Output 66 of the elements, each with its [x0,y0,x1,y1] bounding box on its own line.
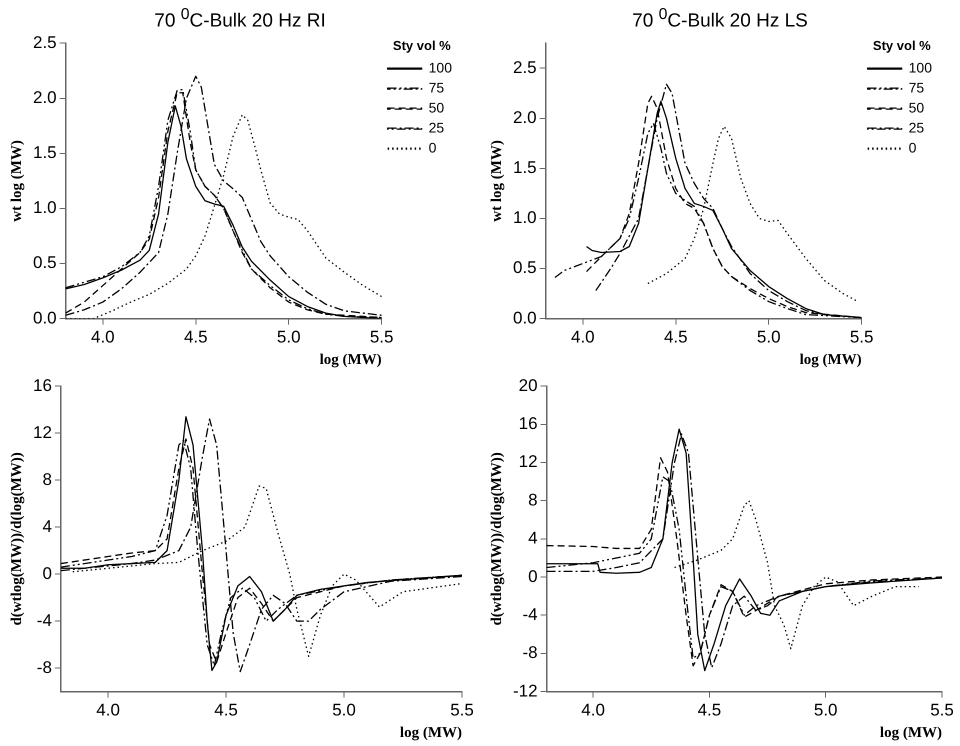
legend-label: 50 [428,99,444,116]
x-tick-label: 5.5 [450,700,474,720]
y-tick-label: 4 [42,516,52,536]
x-tick-label: 4.0 [96,700,120,720]
y-tick-label: -8 [36,658,52,677]
y-tick-label: 16 [518,414,538,434]
y-tick-label: 1.5 [32,143,57,162]
y-axis-title: wt log (MW) [8,140,25,222]
legend-label: 100 [428,59,452,76]
x-axis-title: log (MW) [320,352,382,368]
chart-title: 70 $^{0}$C-Bulk 20 Hz RI [153,5,327,32]
y-tick-label: 20 [518,376,538,395]
y-tick-label: 0.5 [32,253,57,272]
y-tick-label: 16 [32,376,52,395]
y-tick-label: 2.5 [32,32,57,52]
legend-title: Sty vol % [872,38,932,54]
x-axis-title: log (MW) [880,724,942,741]
x-tick-label: 5.5 [370,327,394,346]
y-axis-title: wt log (MW) [488,140,505,222]
x-axis-title: log (MW) [400,724,462,741]
y-tick-label: -12 [512,681,538,700]
y-tick-label: 2.0 [32,88,57,107]
x-tick-label: 5.0 [276,327,301,346]
legend-title: Sty vol % [392,38,452,54]
x-axis-title: log (MW) [800,352,862,368]
y-tick-label: -4 [36,610,52,630]
y-axis-title: d(wtlog(MW))/d(log(MW)) [488,452,505,626]
y-tick-label: 8 [528,490,538,510]
y-tick-label: 1.0 [32,198,57,218]
legend-label: 25 [908,119,924,136]
y-tick-label: 12 [32,422,52,442]
y-tick-label: 2.5 [512,58,537,77]
x-tick-label: 5.0 [756,327,781,346]
legend-label: 75 [908,79,924,96]
legend-label: 50 [908,99,924,116]
y-tick-label: 0 [528,566,538,586]
x-tick-label: 5.0 [332,700,356,720]
x-tick-label: 4.0 [570,327,595,346]
y-tick-label: 8 [42,470,52,489]
x-tick-label: 4.0 [581,700,605,720]
y-tick-label: -4 [522,604,538,624]
y-tick-label: 4 [528,528,538,548]
chart-title: 70 $^{0}$C-Bulk 20 Hz LS [631,5,809,32]
legend-label: 100 [908,59,932,76]
x-tick-label: 5.5 [930,700,954,720]
legend-label: 25 [428,119,444,136]
y-tick-label: -8 [522,643,538,662]
y-tick-label: 0.5 [512,258,537,278]
y-tick-label: 1.5 [512,158,537,178]
legend-label: 0 [908,139,917,156]
x-tick-label: 4.5 [664,327,688,346]
y-tick-label: 2.0 [512,108,537,127]
x-tick-label: 5.0 [814,700,838,720]
legend-label: 0 [428,139,437,156]
x-tick-label: 4.5 [184,327,208,346]
x-tick-label: 4.5 [698,700,722,720]
x-tick-label: 4.0 [90,327,115,346]
legend-label: 75 [428,79,444,96]
y-tick-label: 1.0 [512,208,537,228]
x-tick-label: 4.5 [214,700,238,720]
y-tick-label: 0 [42,564,52,583]
y-tick-label: 0.0 [512,308,537,328]
y-tick-label: 0.0 [32,308,57,328]
y-axis-title: d(wtlog(MW))/d(log(MW)) [8,452,25,626]
y-tick-label: 12 [518,452,538,472]
x-tick-label: 5.5 [850,327,874,346]
